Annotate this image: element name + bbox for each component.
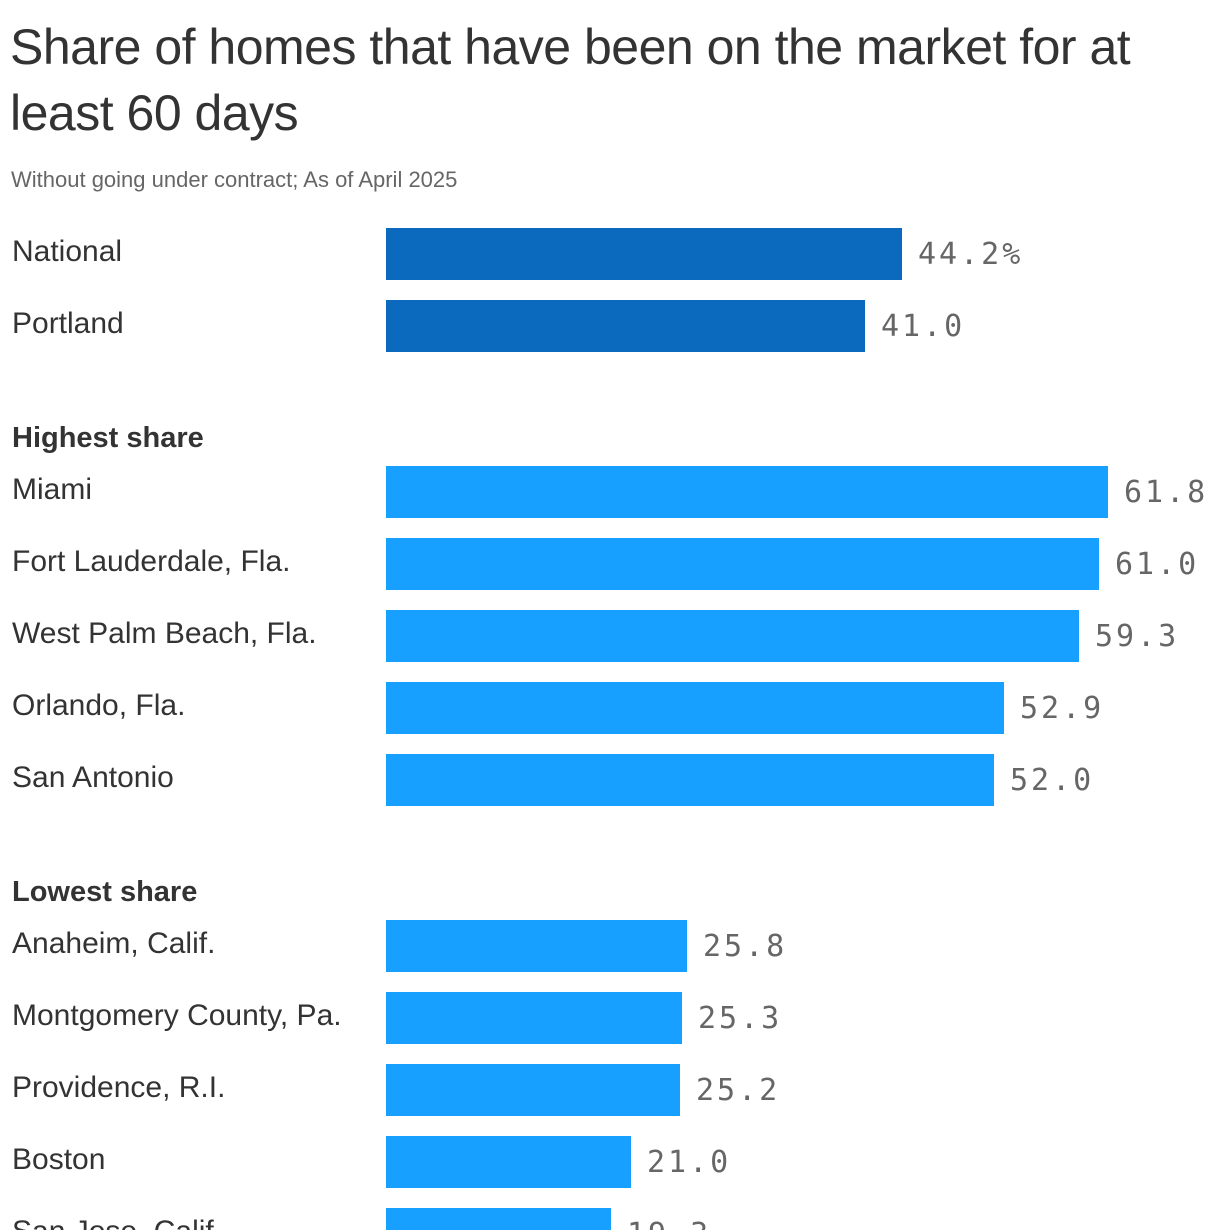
value-label: 61.8 — [1124, 475, 1208, 510]
group-label: Highest share — [12, 422, 204, 454]
value-label: 52.0 — [1010, 763, 1094, 798]
category-label: Boston — [12, 1143, 105, 1176]
category-label: San Antonio — [12, 761, 174, 794]
value-label: 25.2 — [696, 1073, 780, 1108]
chart-subtitle: Without going under contract; As of Apri… — [11, 167, 458, 192]
category-label: Miami — [12, 473, 92, 506]
category-label: National — [12, 235, 122, 268]
category-label: Fort Lauderdale, Fla. — [12, 545, 290, 578]
category-label: Portland — [12, 307, 124, 340]
value-label: 59.3 — [1095, 619, 1179, 654]
value-label: 52.9 — [1020, 691, 1104, 726]
value-label: 25.3 — [698, 1001, 782, 1036]
bar — [386, 1136, 631, 1188]
chart-title: Share of homes that have been on the mar… — [10, 19, 1131, 141]
category-label: Montgomery County, Pa. — [12, 999, 342, 1032]
bar — [386, 754, 994, 806]
bar — [386, 920, 687, 972]
bar — [386, 1064, 680, 1116]
value-label: 61.0 — [1115, 547, 1199, 582]
category-label: San Jose, Calif. — [12, 1215, 222, 1230]
value-label: 41.0 — [881, 309, 965, 344]
bar — [386, 300, 865, 352]
bar — [386, 1208, 611, 1230]
value-label: 19.3 — [627, 1217, 711, 1230]
value-label: 21.0 — [647, 1145, 731, 1180]
category-label: Orlando, Fla. — [12, 689, 185, 722]
value-label: 25.8 — [703, 929, 787, 964]
category-label: Providence, R.I. — [12, 1071, 225, 1104]
bar — [386, 538, 1099, 590]
value-label: 44.2% — [918, 237, 1023, 272]
category-label: West Palm Beach, Fla. — [12, 617, 317, 650]
bar — [386, 466, 1108, 518]
bar — [386, 610, 1079, 662]
group-label: Lowest share — [12, 876, 197, 908]
bar — [386, 992, 682, 1044]
category-label: Anaheim, Calif. — [12, 927, 215, 960]
bar — [386, 228, 902, 280]
bar — [386, 682, 1004, 734]
